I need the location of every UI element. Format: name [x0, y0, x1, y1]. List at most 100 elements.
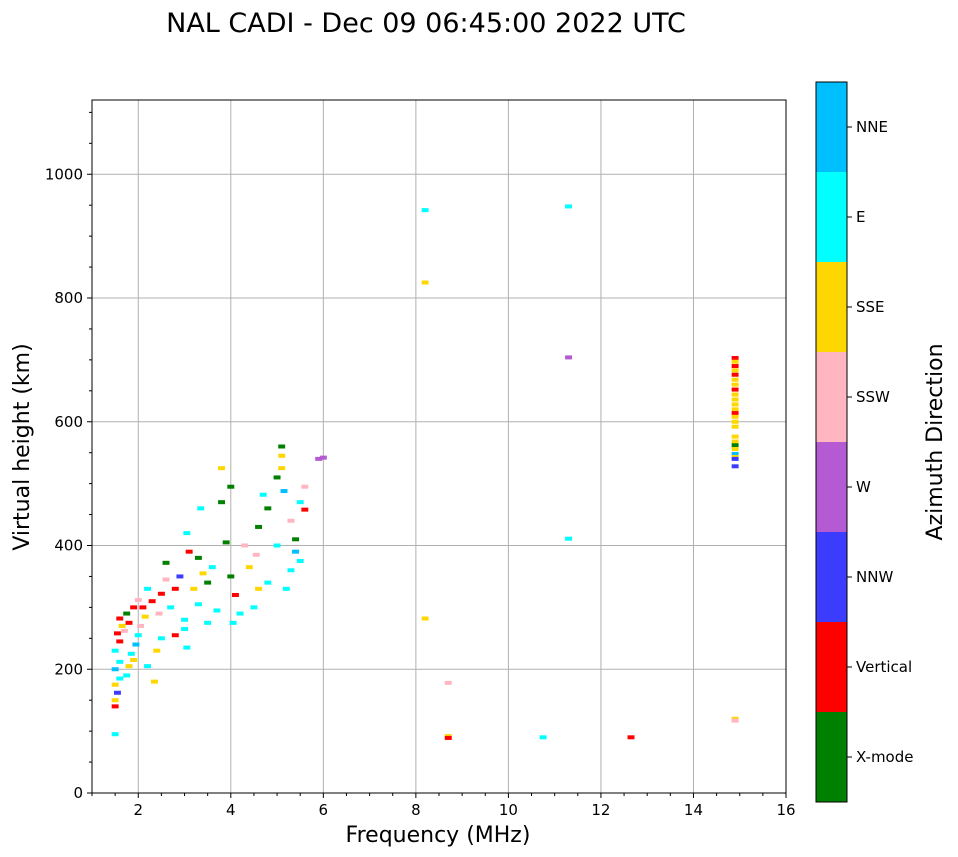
data-point [315, 456, 323, 461]
colorbar-tick-label: X-mode [856, 748, 913, 766]
data-point [287, 568, 295, 573]
data-point [123, 611, 131, 616]
colorbar-swatch [816, 82, 847, 172]
data-point [153, 648, 161, 653]
data-point [213, 608, 221, 613]
y-tick-label: 200 [54, 660, 83, 678]
data-point [731, 387, 739, 392]
data-point [167, 605, 175, 610]
data-point [132, 642, 140, 647]
data-point [183, 531, 191, 536]
plot-frame [92, 100, 786, 793]
y-tick-label: 800 [54, 289, 83, 307]
data-point [731, 407, 739, 412]
data-point [130, 657, 138, 662]
data-point [227, 574, 235, 579]
data-point [157, 636, 165, 641]
data-point [204, 580, 212, 585]
data-point [296, 500, 304, 505]
data-point [301, 484, 309, 489]
x-tick-label: 14 [684, 801, 703, 819]
colorbar-swatch [816, 352, 847, 442]
data-point [134, 597, 142, 602]
data-point [731, 414, 739, 419]
data-point [731, 434, 739, 439]
colorbar-swatch [816, 262, 847, 352]
x-tick-label: 12 [591, 801, 610, 819]
colorbar-swatch [816, 532, 847, 622]
data-point [157, 591, 165, 596]
data-point [194, 602, 202, 607]
data-point [565, 536, 573, 541]
data-point [319, 455, 327, 460]
colorbar-tick-label: SSE [856, 298, 885, 316]
data-point [731, 419, 739, 424]
data-point [118, 623, 126, 628]
data-point [421, 208, 429, 213]
data-point [116, 639, 124, 644]
data-point [731, 359, 739, 364]
data-point [162, 560, 170, 565]
data-point [264, 580, 272, 585]
y-tick-label: 600 [54, 413, 83, 431]
chart-title: NAL CADI - Dec 09 06:45:00 2022 UTC [166, 8, 686, 39]
data-point [280, 489, 288, 494]
data-point [444, 680, 452, 685]
colorbar-border [815, 81, 848, 803]
colorbar-swatch [816, 172, 847, 262]
data-point [113, 690, 121, 695]
data-points [111, 204, 739, 740]
data-point [111, 704, 119, 709]
data-point [148, 599, 156, 604]
data-point [731, 464, 739, 469]
colorbar-tick-label: NNW [856, 568, 893, 586]
data-point [134, 633, 142, 638]
plot-area: 2 4 6 8 10 12 14 16 0 200 400 600 800 1000 [45, 99, 796, 819]
data-point [264, 506, 272, 511]
data-point [444, 735, 452, 740]
data-point [273, 543, 281, 548]
data-point [252, 552, 260, 557]
data-point [137, 623, 145, 628]
data-point [731, 382, 739, 387]
data-point [731, 402, 739, 407]
data-point [194, 555, 202, 560]
data-point [296, 558, 304, 563]
y-axis-ticks: 0 200 400 600 800 1000 [45, 111, 92, 802]
colorbar-tick-label: Vertical [856, 658, 912, 676]
data-point [227, 484, 235, 489]
data-point [731, 364, 739, 369]
colorbar-label: Azimuth Direction [923, 343, 948, 540]
data-point [245, 565, 253, 570]
data-point [731, 397, 739, 402]
data-point [278, 466, 286, 471]
data-point [111, 732, 119, 737]
data-point [231, 593, 239, 597]
data-point [144, 586, 151, 591]
data-point [539, 735, 547, 740]
data-point [171, 633, 179, 638]
data-point [731, 451, 739, 456]
data-point [113, 631, 121, 636]
data-point [183, 645, 191, 650]
data-point [171, 586, 179, 591]
data-point [181, 617, 189, 622]
data-point [190, 586, 198, 591]
x-axis-ticks: 2 4 6 8 10 12 14 16 [91, 793, 796, 819]
x-tick-label: 16 [776, 801, 795, 819]
data-point [565, 204, 573, 209]
data-point [731, 356, 739, 361]
data-point [731, 411, 739, 416]
data-point [116, 616, 124, 621]
y-tick-label: 0 [73, 784, 83, 802]
data-point [176, 574, 184, 579]
data-point [116, 659, 124, 664]
data-point [236, 611, 244, 616]
colorbar-tick-label: E [856, 208, 865, 226]
data-point [111, 648, 119, 653]
data-point [731, 439, 739, 444]
data-point [278, 444, 286, 449]
data-point [127, 651, 135, 656]
data-point [731, 372, 739, 377]
